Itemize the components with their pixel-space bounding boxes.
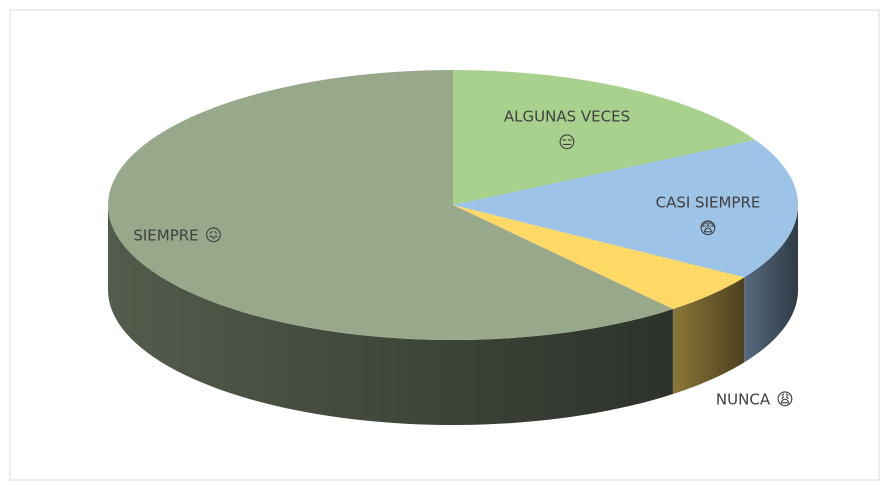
slice-icon: 😖: [205, 226, 223, 246]
pie-slice: [453, 70, 756, 205]
slice-label: ALGUNAS VECES: [504, 108, 630, 126]
pie-side: [108, 205, 673, 425]
pie-slice: [453, 205, 745, 310]
slice-label: NUNCA: [716, 391, 771, 409]
pie-slice: [453, 139, 798, 278]
pie-side: [744, 205, 798, 363]
slice-icon: 😨: [699, 219, 717, 239]
pie-slice: [108, 70, 673, 340]
slice-icon: 😩: [776, 390, 794, 410]
pie-side: [672, 277, 745, 395]
slice-label: SIEMPRE: [133, 227, 198, 245]
slice-icon: 😑: [558, 133, 576, 153]
slice-label: CASI SIEMPRE: [656, 194, 761, 212]
